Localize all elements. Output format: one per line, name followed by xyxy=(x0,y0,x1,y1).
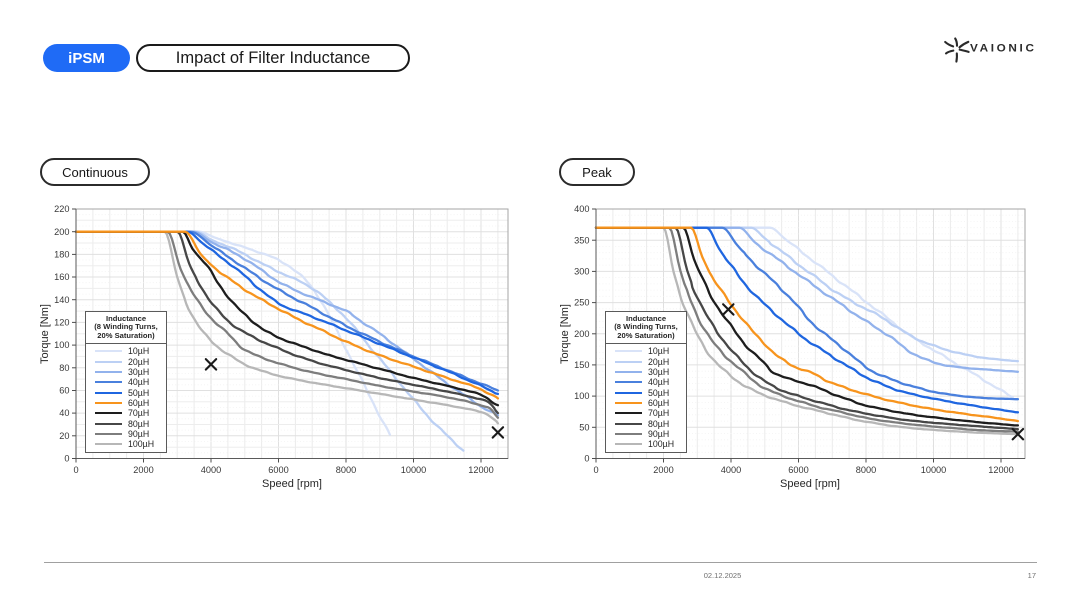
svg-text:100: 100 xyxy=(574,391,589,401)
svg-text:160: 160 xyxy=(54,272,69,282)
svg-text:250: 250 xyxy=(574,298,589,308)
svg-text:140: 140 xyxy=(54,295,69,305)
svg-text:200: 200 xyxy=(54,227,69,237)
svg-text:4000: 4000 xyxy=(721,465,741,475)
svg-text:60: 60 xyxy=(59,386,69,396)
svg-text:120: 120 xyxy=(54,318,69,328)
svg-text:200: 200 xyxy=(574,329,589,339)
svg-text:80: 80 xyxy=(59,363,69,373)
svg-text:2000: 2000 xyxy=(653,465,673,475)
svg-text:350: 350 xyxy=(574,235,589,245)
svg-text:10000: 10000 xyxy=(921,465,947,475)
svg-text:2000: 2000 xyxy=(133,465,153,475)
svg-text:0: 0 xyxy=(64,454,69,464)
svg-text:10000: 10000 xyxy=(401,465,427,475)
svg-text:300: 300 xyxy=(574,267,589,277)
svg-text:0: 0 xyxy=(584,454,589,464)
svg-text:100: 100 xyxy=(54,340,69,350)
svg-text:Torque [Nm]: Torque [Nm] xyxy=(39,304,51,364)
svg-text:8000: 8000 xyxy=(856,465,876,475)
svg-text:220: 220 xyxy=(54,204,69,214)
svg-text:50: 50 xyxy=(579,422,589,432)
svg-text:4000: 4000 xyxy=(201,465,221,475)
svg-text:400: 400 xyxy=(574,204,589,214)
svg-text:20: 20 xyxy=(59,431,69,441)
svg-text:150: 150 xyxy=(574,360,589,370)
svg-text:0: 0 xyxy=(73,465,78,475)
svg-text:6000: 6000 xyxy=(268,465,288,475)
svg-text:6000: 6000 xyxy=(788,465,808,475)
svg-text:Speed [rpm]: Speed [rpm] xyxy=(262,478,322,490)
svg-text:12000: 12000 xyxy=(988,465,1014,475)
svg-text:Speed [rpm]: Speed [rpm] xyxy=(780,478,840,490)
svg-text:12000: 12000 xyxy=(468,465,494,475)
svg-text:Torque [Nm]: Torque [Nm] xyxy=(559,304,571,364)
svg-text:180: 180 xyxy=(54,250,69,260)
svg-text:40: 40 xyxy=(59,408,69,418)
svg-text:0: 0 xyxy=(593,465,598,475)
svg-text:8000: 8000 xyxy=(336,465,356,475)
